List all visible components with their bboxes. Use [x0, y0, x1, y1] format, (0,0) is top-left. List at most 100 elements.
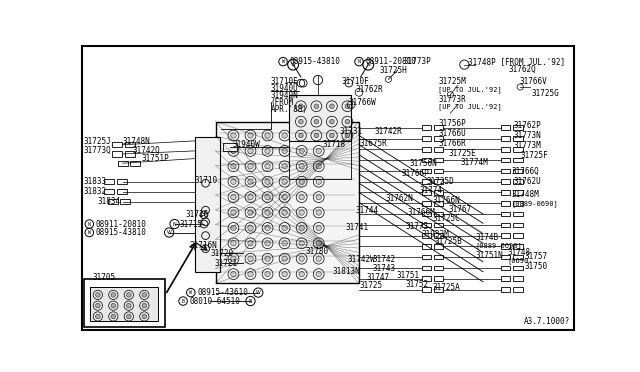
Circle shape — [298, 133, 303, 138]
Text: 31725A: 31725A — [433, 283, 460, 292]
Bar — [289, 95, 351, 141]
Text: 31766P: 31766P — [402, 169, 429, 178]
Text: B: B — [182, 299, 184, 304]
Text: 31751P: 31751P — [142, 154, 170, 163]
Text: 08915-43810: 08915-43810 — [95, 228, 147, 237]
Text: 31762R: 31762R — [355, 85, 383, 94]
Circle shape — [316, 164, 321, 169]
Text: 31748N: 31748N — [123, 137, 150, 146]
Text: 31766Q: 31766Q — [511, 167, 540, 176]
Bar — [513, 287, 522, 292]
Circle shape — [299, 256, 305, 262]
Text: APR.'88): APR.'88) — [271, 105, 308, 114]
Bar — [422, 190, 431, 195]
Bar — [422, 158, 431, 163]
Text: 31832: 31832 — [84, 187, 107, 196]
Text: 31750: 31750 — [525, 262, 548, 271]
Bar — [118, 161, 127, 166]
Circle shape — [127, 303, 131, 308]
Text: 31762P: 31762P — [514, 121, 541, 130]
Text: N: N — [367, 62, 370, 67]
Circle shape — [248, 272, 253, 277]
Circle shape — [299, 164, 305, 169]
Text: 31780: 31780 — [305, 247, 329, 256]
Bar — [513, 244, 522, 249]
Bar — [422, 201, 431, 206]
Text: 31774M: 31774M — [461, 158, 488, 167]
Circle shape — [345, 133, 349, 138]
Circle shape — [142, 303, 147, 308]
Bar — [422, 169, 431, 173]
Bar — [513, 190, 522, 195]
Text: 31766W: 31766W — [348, 98, 376, 107]
Text: 31748M: 31748M — [511, 190, 540, 199]
Circle shape — [95, 314, 100, 319]
Bar — [422, 147, 431, 152]
Circle shape — [95, 303, 100, 308]
Text: 31940N: 31940N — [271, 91, 298, 100]
Bar — [501, 158, 510, 163]
Bar — [434, 244, 444, 249]
Circle shape — [248, 164, 253, 169]
Text: 31725M: 31725M — [438, 77, 466, 86]
Text: 31710F: 31710F — [341, 77, 369, 86]
Text: 31933M: 31933M — [421, 230, 449, 238]
Circle shape — [127, 314, 131, 319]
Text: (FROM: (FROM — [271, 98, 294, 107]
Bar — [513, 255, 522, 260]
Circle shape — [345, 119, 349, 124]
Text: 31773: 31773 — [406, 222, 429, 231]
Text: 31752: 31752 — [406, 280, 429, 289]
Text: 31766R: 31766R — [438, 139, 466, 148]
Text: 31766U: 31766U — [438, 129, 466, 138]
Bar — [434, 125, 444, 130]
Circle shape — [282, 241, 287, 246]
Text: 31742R: 31742R — [374, 127, 403, 136]
Text: 31742W: 31742W — [348, 255, 375, 264]
Circle shape — [314, 119, 319, 124]
Text: [0889-0690]: [0889-0690] — [511, 201, 559, 208]
Circle shape — [316, 133, 321, 138]
Circle shape — [282, 210, 287, 215]
Circle shape — [299, 210, 305, 215]
Bar — [501, 136, 510, 141]
Bar — [501, 287, 510, 292]
Bar — [501, 147, 510, 152]
Bar — [223, 143, 237, 151]
Circle shape — [111, 293, 116, 297]
Circle shape — [265, 133, 270, 138]
Circle shape — [299, 133, 305, 138]
Bar — [434, 255, 444, 260]
Bar — [513, 276, 522, 281]
Bar — [422, 125, 431, 130]
Bar — [422, 136, 431, 141]
Circle shape — [316, 195, 321, 200]
Text: W: W — [166, 230, 172, 235]
Circle shape — [127, 293, 131, 297]
Text: W: W — [291, 62, 296, 67]
Bar — [422, 244, 431, 249]
Text: 31721: 31721 — [214, 259, 237, 268]
Circle shape — [265, 148, 270, 154]
Text: 31741: 31741 — [346, 222, 369, 232]
Circle shape — [231, 256, 236, 262]
Circle shape — [299, 272, 305, 277]
Bar — [422, 212, 431, 217]
Text: 3174B: 3174B — [476, 233, 499, 243]
Bar — [501, 276, 510, 281]
Text: A3.7.1000?: A3.7.1000? — [524, 317, 570, 326]
Circle shape — [299, 148, 305, 154]
Text: 31742: 31742 — [373, 255, 396, 264]
Circle shape — [231, 148, 236, 154]
Text: [0690-: [0690- — [507, 257, 532, 264]
Circle shape — [299, 195, 305, 200]
Text: 31725J: 31725J — [84, 137, 111, 146]
Circle shape — [282, 225, 287, 231]
Text: [0889-0690]: [0889-0690] — [476, 242, 522, 249]
Text: 31762N: 31762N — [385, 194, 413, 203]
Circle shape — [231, 225, 236, 231]
Circle shape — [142, 314, 147, 319]
Circle shape — [248, 195, 253, 200]
Bar — [434, 212, 444, 217]
Circle shape — [314, 133, 319, 138]
